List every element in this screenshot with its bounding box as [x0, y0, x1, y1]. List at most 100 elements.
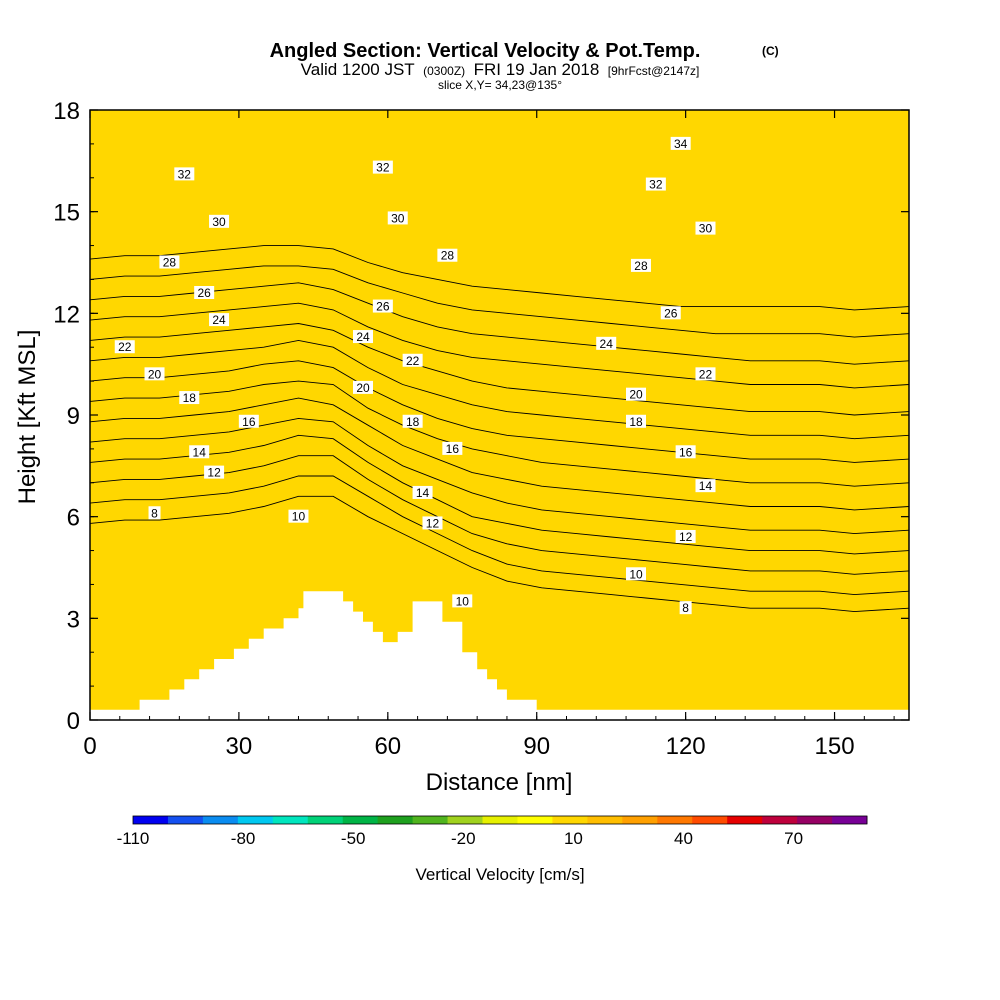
contour-label-text: 12 — [207, 466, 221, 480]
contour-label-text: 28 — [163, 256, 177, 270]
x-tick-label: 90 — [523, 733, 550, 760]
contour-label: 32 — [174, 167, 195, 181]
contour-label-text: 16 — [679, 445, 693, 459]
contour-label-text: 32 — [649, 178, 663, 192]
contour-label-bg — [675, 530, 696, 543]
contour-label-text: 26 — [197, 286, 211, 300]
contour-label-text: 12 — [426, 516, 440, 530]
contour-label: 10 — [626, 567, 646, 581]
colorbar-swatch — [727, 816, 763, 824]
theta-contour-32 — [90, 265, 909, 338]
slice-label: slice X,Y= 34,23@135° — [438, 78, 562, 92]
colorbar-swatch — [272, 816, 309, 824]
contour-label: 22 — [695, 367, 716, 381]
contour-label-bg — [626, 387, 646, 401]
contour-label-bg — [194, 286, 215, 299]
theta-contour-30 — [90, 282, 909, 365]
contour-label: 20 — [626, 387, 646, 402]
colorbar: -110 -80 -50 -20 10 40 70 — [117, 815, 868, 848]
contour-label: 20 — [144, 367, 165, 381]
colorbar-tick-label: 40 — [674, 829, 693, 848]
contour-label-bg — [679, 601, 692, 615]
contour-label-bg — [144, 367, 165, 381]
contour-label: 10 — [288, 509, 309, 524]
contour-label: 30 — [209, 214, 230, 229]
theta-contour-26 — [90, 323, 909, 416]
theta-contour-16 — [90, 417, 909, 535]
colorbar-swatch — [657, 816, 693, 824]
subtitle-date: FRI 19 Jan 2018 — [474, 60, 600, 79]
contour-label: 18 — [402, 414, 423, 429]
contour-label-bg — [442, 441, 463, 455]
contour-label-text: 30 — [391, 211, 405, 225]
contour-label-bg — [402, 414, 423, 428]
colorbar-swatch — [587, 816, 623, 824]
contour-label-bg — [209, 214, 230, 228]
theta-contour-20 — [90, 380, 909, 487]
theta-contour-28 — [90, 302, 909, 389]
contour-label: 26 — [194, 286, 215, 300]
contour-label-text: 20 — [148, 367, 162, 381]
contour-label-text: 12 — [679, 530, 693, 544]
contour-label: 14 — [695, 479, 716, 493]
contour-label-bg — [630, 258, 651, 272]
colorbar-swatch — [832, 816, 868, 824]
y-tick-label: 18 — [53, 98, 80, 125]
contour-label-bg — [422, 516, 443, 530]
contour-label: 24 — [209, 313, 230, 327]
x-axis: 0 30 60 90 120 150 — [83, 110, 895, 760]
y-tick-label: 9 — [67, 403, 80, 430]
contour-label-text: 22 — [118, 340, 132, 354]
contour-label: 30 — [695, 221, 716, 236]
y-tick-label: 3 — [67, 606, 80, 633]
contour-label: 20 — [353, 380, 373, 395]
colorbar-swatch — [552, 816, 588, 824]
contour-label: 34 — [670, 136, 691, 151]
colorbar-tick-label: 70 — [784, 829, 803, 848]
contour-label: 8 — [148, 506, 161, 520]
contour-label-text: 18 — [183, 391, 197, 405]
colorbar-swatch — [307, 816, 344, 824]
contour-label-text: 14 — [699, 479, 713, 493]
contour-label-bg — [645, 177, 666, 191]
contour-label: 16 — [238, 414, 259, 429]
terrain — [90, 591, 909, 720]
contour-label-text: 10 — [629, 567, 643, 581]
contour-label-text: 14 — [193, 445, 207, 459]
contour-label-bg — [189, 445, 210, 459]
x-axis-label: Distance [nm] — [426, 769, 573, 796]
contour-label-text: 24 — [212, 313, 226, 327]
subtitle-valid: Valid 1200 JST — [301, 60, 415, 79]
colorbar-tick-label: -20 — [451, 829, 476, 848]
contour-label: 14 — [412, 485, 433, 500]
contour-label: 16 — [675, 445, 696, 459]
contour-label-bg — [626, 567, 646, 581]
contour-label-bg — [437, 248, 458, 262]
contour-label-bg — [372, 299, 393, 313]
contour-label: 26 — [660, 306, 681, 320]
contour-label: 28 — [630, 258, 651, 273]
contour-label-bg — [353, 330, 373, 344]
y-tick-label: 12 — [53, 301, 80, 328]
contour-label-bg — [209, 313, 230, 327]
contour-label: 32 — [372, 160, 393, 175]
contour-label: 8 — [679, 601, 692, 615]
y-axis: 0 3 6 9 12 15 18 — [53, 98, 909, 735]
theta-contour-10 — [90, 475, 909, 596]
contour-label-text: 22 — [699, 367, 713, 381]
contour-label: 18 — [179, 391, 200, 405]
contour-label-bg — [670, 136, 691, 150]
theta-contour-34 — [90, 245, 909, 311]
contour-label-bg — [114, 340, 135, 354]
colorbar-tick-label: -80 — [231, 829, 256, 848]
contour-label-bg — [695, 367, 716, 381]
contour-label-text: 10 — [456, 594, 470, 608]
colorbar-frame — [132, 815, 868, 825]
x-tick-label: 60 — [374, 733, 401, 760]
contour-label-text: 26 — [664, 306, 678, 320]
contour-label: 16 — [442, 441, 463, 456]
contour-label-bg — [412, 485, 433, 499]
contour-label-bg — [179, 391, 200, 405]
contour-label-bg — [660, 306, 681, 320]
